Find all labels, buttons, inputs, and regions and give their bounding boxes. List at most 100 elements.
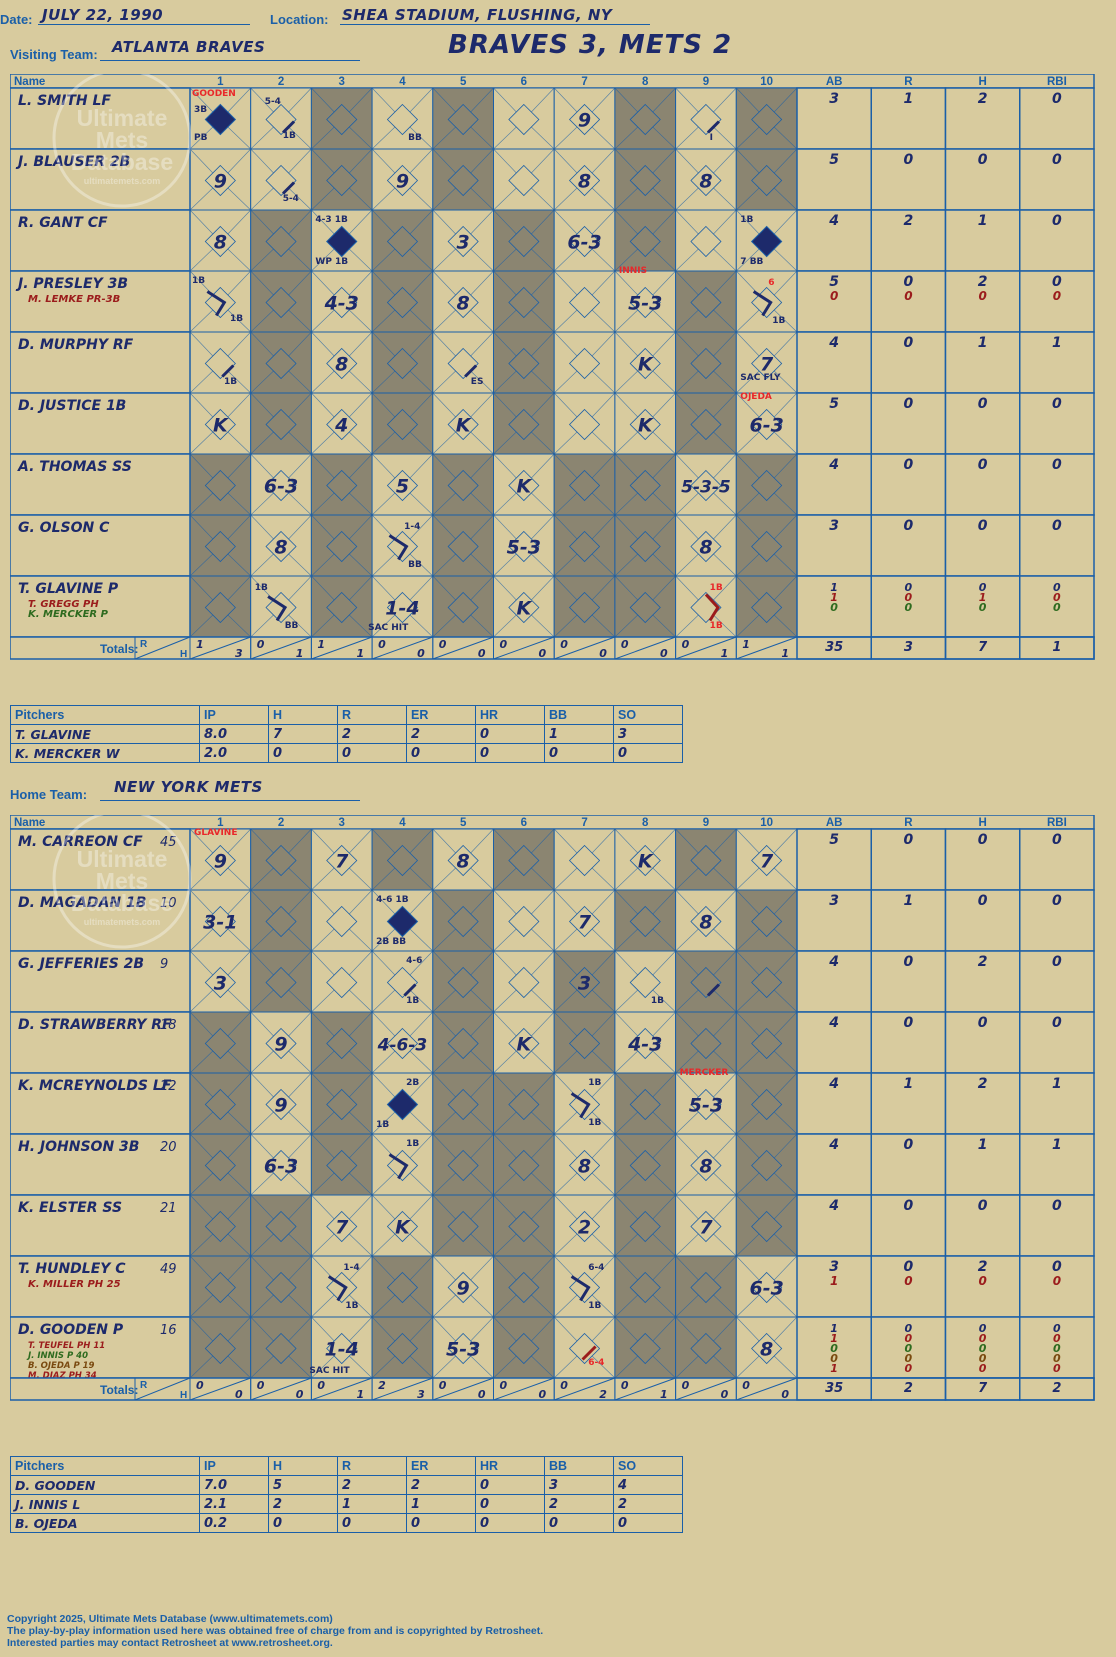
visiting-stat-value: 0 [904, 335, 914, 351]
visiting-pitchers-table: Pitchers IP H R ER HR BB SO T. GLAVINE 8.0 7 2 2 0 1 3 K… [10, 705, 683, 763]
visiting-pitcher-stat: 0 [475, 724, 545, 744]
play-result: K [395, 1217, 411, 1239]
home-stat-value: 1 [1052, 1076, 1062, 1092]
home-substitute-name: J. INNIS P 40 [26, 1351, 88, 1361]
visiting-stat-cell [796, 209, 872, 272]
base-diamond [751, 469, 783, 502]
play-result: 7 [578, 912, 592, 934]
visiting-play-note: 1B [710, 621, 723, 631]
home-inning-runs: 2 [378, 1379, 386, 1392]
base-diamond [326, 408, 358, 441]
visiting-col-header: 8 [642, 76, 649, 88]
home-pitcher-col-header: IP [199, 1456, 269, 1476]
play-result: 7 [335, 1217, 349, 1239]
base-diamond [629, 844, 661, 877]
base-diamond [386, 1332, 419, 1365]
base-diamond [265, 286, 297, 319]
base-diamond [629, 1332, 661, 1365]
visiting-pitcher-stat: 8.0 [199, 724, 269, 744]
base-diamond [326, 286, 358, 319]
hits-label: H [180, 649, 187, 660]
home-play-note: 6-4 [588, 1358, 604, 1368]
visiting-stat-value: 0 [979, 601, 987, 614]
home-stat-value: 0 [1053, 1352, 1061, 1365]
play-result: 4-3 [324, 293, 359, 315]
base-diamond [447, 1271, 479, 1304]
play-result: 5-3 [689, 1095, 723, 1117]
base-diamond [326, 1088, 358, 1121]
visiting-stat-value: 0 [1052, 396, 1062, 412]
home-stat-cell [870, 1133, 947, 1196]
visiting-inning-runs: 1 [317, 638, 325, 651]
home-stat-cell [1019, 1011, 1095, 1074]
home-player-number: 20 [160, 1140, 177, 1155]
base-diamond [265, 1088, 297, 1121]
home-play-note: 1B [406, 1139, 419, 1149]
home-stat-cell [1019, 889, 1095, 952]
home-pitcher-stat: 7.0 [199, 1475, 269, 1495]
visiting-stat-value: 1 [978, 213, 988, 229]
home-pitcher-stat: 3 [544, 1475, 614, 1495]
home-stat-value: 4 [828, 954, 839, 970]
home-pitcher-col-header: H [268, 1456, 338, 1476]
visiting-inning-hits: 1 [781, 647, 789, 660]
play-result: 6-3 [264, 476, 298, 498]
home-stat-value: 5 [829, 832, 839, 848]
play-result: 5-3 [628, 293, 662, 315]
home-player-number: 9 [160, 957, 168, 972]
visiting-pitcher-col-header: BB [544, 705, 614, 725]
home-pitcher-stat: 2 [337, 1475, 407, 1495]
base-diamond [568, 591, 601, 624]
home-stat-cell [870, 950, 947, 1013]
visiting-pitcher-stat: 7 [268, 724, 338, 744]
visiting-stat-value: 2 [904, 213, 914, 229]
home-play-note: 1B [651, 996, 664, 1006]
base-diamond [568, 408, 601, 441]
visiting-play-note: 1B [192, 276, 205, 286]
visiting-pitcher-col-header: ER [406, 705, 476, 725]
visiting-stat-cell [1019, 148, 1095, 211]
visiting-name-cell [10, 331, 191, 394]
visiting-stat-value: 0 [904, 518, 914, 534]
home-pitcher-stat: 1 [406, 1494, 476, 1514]
home-player-name: K. ELSTER SS [18, 1200, 122, 1216]
visiting-col-header: AB [826, 76, 843, 88]
visiting-stat-value: 0 [979, 581, 987, 594]
base-diamond [265, 1271, 297, 1304]
home-inning-runs: 0 [257, 1379, 265, 1392]
visiting-pitcher-stat: 2.0 [199, 743, 269, 763]
visiting-stat-value: 3 [829, 518, 839, 534]
play-result: 7 [760, 851, 774, 873]
visiting-stat-value: 0 [978, 396, 988, 412]
visiting-stat-value: 1 [1052, 335, 1062, 351]
visiting-player-name: J. BLAUSER 2B [15, 154, 130, 170]
base-diamond [447, 1027, 479, 1060]
home-player-name: M. CARREON CF [18, 834, 143, 850]
home-player-name: T. HUNDLEY C [18, 1261, 126, 1277]
home-stat-cell [944, 828, 1021, 891]
visiting-play-note: 1B [740, 215, 753, 225]
base-diamond [629, 1027, 661, 1060]
visiting-pitcher-stat: 3 [613, 724, 683, 744]
home-stat-cell [1019, 1255, 1095, 1318]
home-inning-runs: 0 [742, 1379, 750, 1392]
base-diamond [204, 1332, 236, 1365]
home-pitcher-stat: 0 [268, 1513, 338, 1533]
footer-line-1: Copyright 2025, Ultimate Mets Database (… [7, 1613, 333, 1625]
visiting-stat-value: 5 [829, 152, 839, 168]
runner-path-mark [388, 534, 409, 561]
base-diamond [690, 1088, 722, 1121]
home-pitcher-stat: 0 [613, 1513, 683, 1533]
home-play-note: 2B BB [376, 937, 406, 947]
base-diamond [629, 1210, 661, 1243]
base-diamond [265, 1027, 297, 1060]
home-inning-hits: 0 [235, 1388, 243, 1401]
visiting-inning-runs: 0 [439, 638, 447, 651]
home-col-header: 10 [760, 817, 773, 829]
base-diamond [508, 347, 540, 380]
runner-path-mark [752, 290, 773, 317]
base-diamond [690, 164, 722, 197]
runner-path-mark [704, 593, 720, 622]
play-result: 3 [214, 973, 227, 995]
visiting-stat-cell [1019, 453, 1095, 516]
